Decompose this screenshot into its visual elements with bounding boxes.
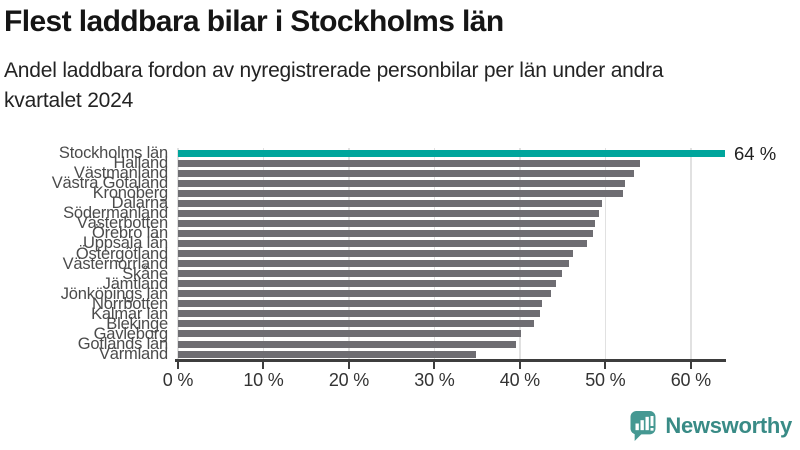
value-bar [178, 330, 521, 338]
value-bar [178, 189, 624, 197]
value-bar [178, 169, 635, 177]
y-axis-label: Stockholms län [58, 144, 168, 163]
page-title: Flest laddbara bilar i Stockholms län [4, 5, 504, 38]
value-bar [178, 229, 593, 237]
value-bar [178, 199, 602, 207]
x-axis-tick-label: 30 % [414, 370, 455, 390]
y-axis-label: Södermanland [63, 204, 168, 223]
gridline [690, 148, 692, 359]
chart-subtitle-line2: kvartalet 2024 [4, 89, 134, 112]
x-axis-tick-label: 10 % [243, 370, 284, 390]
y-axis-label: Östergötland [75, 244, 168, 263]
x-axis-tick-label: 20 % [328, 370, 370, 390]
x-axis-tick-label: 0 % [162, 370, 194, 390]
value-bar [178, 250, 573, 258]
value-bar [178, 350, 477, 358]
value-bar [178, 260, 570, 268]
x-axis-tick [262, 359, 265, 369]
value-bar [178, 310, 540, 318]
bar-chart-speech-bubble-icon [630, 411, 656, 441]
y-axis-label: Örebro län [92, 224, 168, 243]
y-axis-label: Jönköpings län [60, 284, 168, 303]
chart-subtitle: Andel laddbara fordon av nyregistrerade … [4, 56, 796, 116]
y-axis-label: Dalarna [111, 194, 169, 213]
value-bar-highlighted [178, 149, 725, 157]
value-bar [178, 209, 600, 217]
chart-subtitle-line1: Andel laddbara fordon av nyregistrerade … [4, 59, 664, 82]
y-axis-label: Kronoberg [92, 184, 168, 203]
y-axis-label: Kalmar län [91, 304, 168, 323]
x-axis-tick [347, 359, 350, 369]
value-bar [178, 280, 556, 288]
y-axis-label: Halland [113, 154, 168, 173]
y-axis-label: Blekinge [106, 314, 168, 333]
y-axis-label: Uppsala län [83, 234, 168, 253]
value-bar [178, 270, 562, 278]
y-axis-label: Värmland [98, 344, 168, 363]
bar-value-label: 64 % [734, 142, 777, 164]
y-axis-label: Jämtland [102, 274, 169, 293]
value-bar [178, 320, 534, 328]
x-axis-tick-label: 60 % [670, 370, 711, 390]
y-axis-label: Västmanland [73, 164, 168, 183]
value-bar [178, 290, 552, 298]
y-axis-label: Gotlands län [77, 334, 168, 353]
y-axis-label: Västerbotten [76, 214, 168, 233]
y-axis-label: Gävleborg [93, 324, 169, 343]
value-bar [178, 340, 516, 348]
x-axis-tick [604, 359, 607, 369]
x-axis-tick [689, 359, 692, 369]
x-axis-tick [177, 359, 179, 369]
y-axis-label: Västernorrland [62, 254, 169, 273]
x-axis-line [175, 359, 726, 362]
value-bar [178, 300, 543, 308]
x-axis-tick-label: 40 % [499, 370, 540, 390]
value-bar [178, 219, 596, 227]
x-axis-tick [518, 359, 521, 369]
value-bar [178, 240, 587, 248]
y-axis-label: Norrbotten [92, 294, 168, 313]
x-axis-tick-label: 50 % [585, 370, 626, 390]
value-bar [178, 179, 625, 187]
newsworthy-logo-text: Newsworthy [665, 413, 792, 438]
y-axis-label: Västra Götaland [51, 174, 168, 193]
gridline [604, 148, 607, 359]
x-axis-tick [433, 359, 436, 369]
value-bar [178, 159, 640, 167]
newsworthy-logo: Newsworthy [628, 409, 792, 443]
y-axis-label: Skåne [122, 264, 168, 283]
